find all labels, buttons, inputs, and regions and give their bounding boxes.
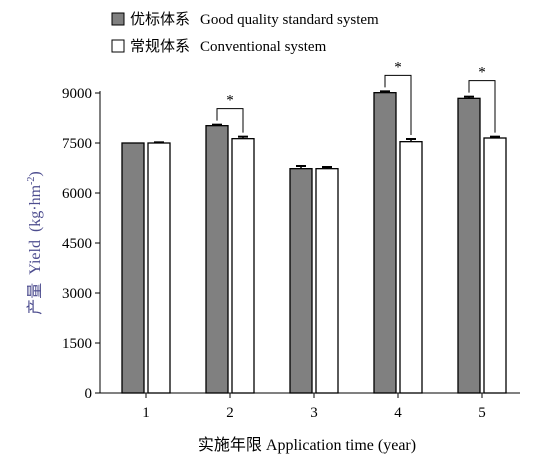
bar-conventional	[231, 138, 255, 394]
y-axis-title-en: Yield	[27, 240, 44, 275]
significance-bracket	[384, 74, 412, 135]
y-axis-title-unit: (kg·hm	[27, 184, 44, 232]
significance-bracket	[216, 108, 244, 133]
x-tick-label: 3	[310, 405, 318, 421]
significance-label: *	[226, 93, 234, 109]
significance-label: *	[478, 65, 486, 81]
x-tick-label: 2	[226, 405, 234, 421]
legend-label-conventional-cn: 常规体系	[130, 38, 190, 55]
y-tick-label: 0	[85, 386, 93, 402]
y-axis-title-close: )	[27, 171, 44, 176]
bar-good-quality	[457, 97, 481, 394]
x-tick-label: 1	[142, 405, 150, 421]
x-axis-title: 实施年限 Application time (year)	[198, 436, 416, 454]
y-tick-label: 3000	[62, 286, 92, 302]
legend: 优标体系 Good quality standard system 常规体系 C…	[111, 11, 379, 55]
y-tick-label: 6000	[62, 186, 92, 202]
y-axis-title: 产量 Yield (kg·hm-2)	[26, 171, 44, 314]
significance-bracket	[468, 80, 496, 133]
axes: 0 1500 3000 4500 6000 7500 9000 1 2 3 4 5	[62, 86, 520, 421]
bar-good-quality	[373, 92, 397, 394]
y-tick-label: 1500	[62, 336, 92, 352]
legend-label-good-quality-en: Good quality standard system	[200, 12, 379, 28]
x-tick-label: 4	[394, 405, 402, 421]
legend-label-conventional-en: Conventional system	[200, 39, 327, 55]
y-tick-label: 4500	[62, 236, 92, 252]
bars	[121, 90, 507, 394]
bar-good-quality	[121, 142, 145, 394]
bar-good-quality	[289, 168, 313, 394]
bar-conventional	[315, 168, 339, 394]
significance-markers: * * *	[216, 59, 496, 135]
bar-good-quality	[205, 125, 229, 394]
legend-swatch-good-quality	[111, 12, 125, 26]
significance-label: *	[394, 59, 402, 75]
bar-conventional	[483, 137, 507, 394]
bar-conventional	[399, 141, 423, 394]
y-tick-label: 9000	[62, 86, 92, 102]
legend-label-good-quality-cn: 优标体系	[130, 11, 190, 28]
y-tick-label: 7500	[62, 136, 92, 152]
bar-conventional	[147, 142, 171, 394]
legend-swatch-conventional	[111, 39, 125, 53]
y-axis-title-exp: -2	[26, 177, 37, 185]
x-tick-label: 5	[478, 405, 486, 421]
y-axis-title-cn: 产量	[26, 283, 44, 315]
